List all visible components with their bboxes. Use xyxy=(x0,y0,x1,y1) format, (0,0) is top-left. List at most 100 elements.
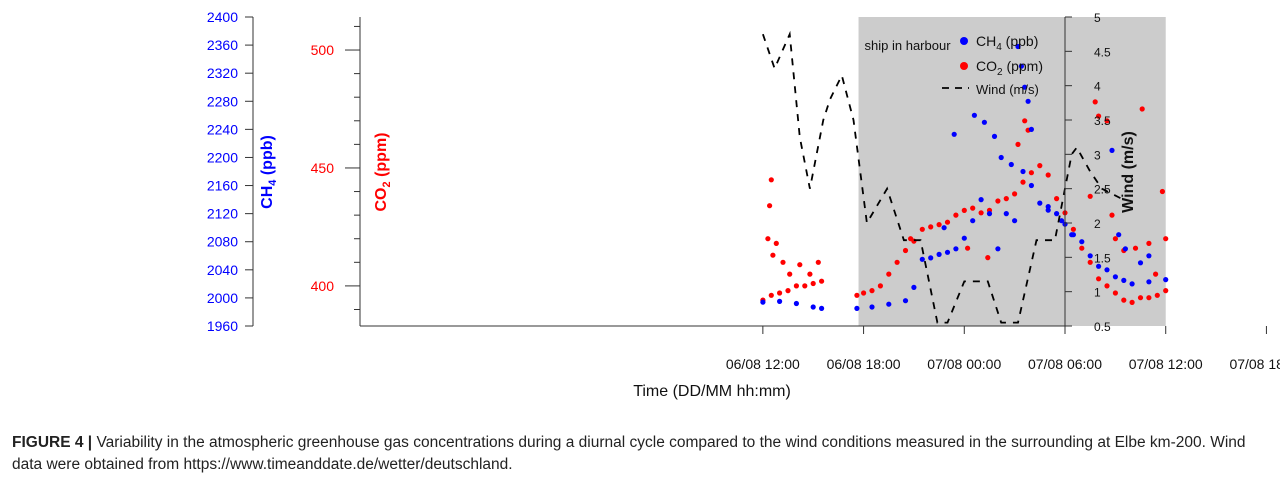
co2-point xyxy=(819,278,825,284)
wind-tick-label: 3.5 xyxy=(1094,114,1111,128)
ch4-point xyxy=(1059,218,1065,224)
co2-point xyxy=(797,262,803,268)
x-tick-label: 07/08 00:00 xyxy=(927,356,1001,372)
ch4-tick-label: 2320 xyxy=(207,65,238,81)
x-tick-label: 06/08 18:00 xyxy=(827,356,901,372)
legend-label: CO2 (ppm) xyxy=(976,58,1043,78)
co2-point xyxy=(953,212,959,218)
ch4-point xyxy=(1079,239,1085,245)
co2-point xyxy=(1154,292,1160,298)
co2-point xyxy=(894,259,900,265)
co2-point xyxy=(1159,188,1165,195)
wind-tick-label: 1 xyxy=(1094,286,1101,300)
ch4-point xyxy=(793,300,800,307)
ch4-point xyxy=(1163,277,1169,283)
co2-point xyxy=(815,259,821,265)
ch4-point xyxy=(1087,253,1093,259)
ch4-point xyxy=(944,249,951,255)
co2-point xyxy=(936,222,942,228)
co2-point xyxy=(928,224,934,230)
co2-point xyxy=(944,219,951,225)
ch4-point xyxy=(902,298,909,304)
ch4-point xyxy=(1137,260,1144,266)
co2-point xyxy=(1112,236,1118,242)
ch4-axis-title: CH4 (ppb) xyxy=(259,135,279,209)
wind-tick-label: 0.5 xyxy=(1094,320,1111,334)
co2-point xyxy=(767,203,773,209)
co2-point xyxy=(802,283,808,289)
co2-point xyxy=(1146,240,1152,246)
ch4-point xyxy=(919,256,925,262)
ch4-point xyxy=(911,284,917,290)
ch4-point xyxy=(869,304,875,310)
co2-point xyxy=(1028,170,1034,176)
ch4-point xyxy=(951,131,957,137)
ch4-point xyxy=(819,305,825,311)
wind-series xyxy=(762,30,1123,324)
ch4-point xyxy=(1129,281,1135,287)
ch4-point xyxy=(936,251,942,257)
co2-point xyxy=(768,292,774,298)
co2-point xyxy=(1092,99,1098,105)
co2-point xyxy=(1087,259,1093,265)
ch4-point xyxy=(1116,232,1122,238)
ch4-point xyxy=(1025,98,1031,104)
ch4-point xyxy=(998,154,1004,161)
wind-tick-label: 2 xyxy=(1094,217,1101,231)
ch4-point xyxy=(810,304,816,310)
ch4-point xyxy=(1008,161,1014,168)
caption-text: Variability in the atmospheric greenhous… xyxy=(12,434,1246,473)
ch4-point xyxy=(1121,277,1127,283)
co2-tick-label: 500 xyxy=(311,42,335,58)
co2-point xyxy=(995,198,1001,204)
ch4-point xyxy=(854,305,860,311)
co2-point xyxy=(1054,196,1060,202)
x-axis-title: Time (DD/MM hh:mm) xyxy=(633,383,791,400)
ch4-point xyxy=(1015,43,1021,50)
legend-marker xyxy=(960,62,968,70)
co2-point xyxy=(965,245,971,251)
co2-point xyxy=(1022,118,1028,124)
co2-point xyxy=(1139,106,1145,112)
co2-point xyxy=(1121,297,1127,303)
legend: CH4 (ppb) CO2 (ppm) Wind (m/s) xyxy=(942,33,1043,97)
ch4-tick-label: 2000 xyxy=(207,290,238,306)
co2-point xyxy=(1096,276,1102,282)
ch4-point xyxy=(995,246,1001,252)
ch4-tick-label: 2160 xyxy=(207,178,238,194)
axes: 06/08 12:00 06/08 18:00 07/08 00:00 07/08 0… xyxy=(207,9,1280,400)
wind-axis-title: Wind (m/s) xyxy=(1120,131,1137,213)
co2-point xyxy=(1096,113,1102,119)
chart: ship in harbour 06/08 12:00 06/08 18:00 07… xyxy=(207,9,1280,400)
co2-point xyxy=(1163,236,1169,242)
ship-in-harbour-label: ship in harbour xyxy=(865,38,952,53)
co2-point xyxy=(1003,196,1009,202)
ch4-point xyxy=(760,299,766,305)
ch4-tick-label: 1960 xyxy=(207,318,238,334)
ch4-tick-label: 2200 xyxy=(207,149,238,165)
co2-point xyxy=(770,252,776,258)
co2-point xyxy=(1015,141,1021,147)
ch4-point xyxy=(1112,274,1118,280)
co2-point xyxy=(854,292,860,298)
co2-point xyxy=(765,236,771,242)
ch4-tick-label: 2240 xyxy=(207,121,238,137)
co2-point xyxy=(1104,118,1110,124)
co2-axis-title: CO2 (ppm) xyxy=(373,133,393,212)
wind-tick-label: 2.5 xyxy=(1094,183,1111,197)
ch4-point xyxy=(1003,211,1009,217)
figure-caption: FIGURE 4 | Variability in the atmospheri… xyxy=(12,432,1268,476)
co2-point xyxy=(1045,172,1051,178)
ch4-point xyxy=(1096,263,1102,269)
co2-point xyxy=(1104,283,1110,289)
co2-point xyxy=(1109,212,1115,218)
ch4-point xyxy=(1146,279,1152,285)
co2-point xyxy=(793,283,800,289)
ch4-point xyxy=(1122,246,1128,252)
co2-point xyxy=(777,290,783,296)
ch4-point xyxy=(1109,147,1115,153)
co2-point xyxy=(861,290,867,296)
co2-point xyxy=(773,240,779,246)
ch4-point xyxy=(1022,84,1028,90)
co2-tick-label: 450 xyxy=(311,160,335,176)
